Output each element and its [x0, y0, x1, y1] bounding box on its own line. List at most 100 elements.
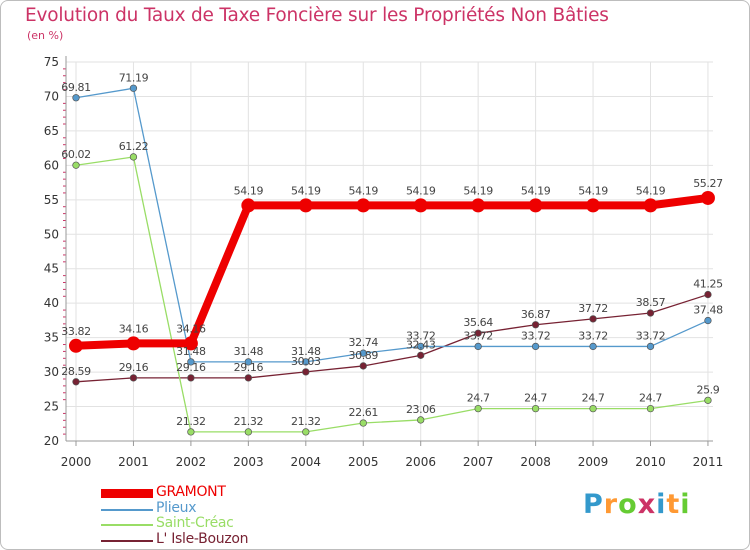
data-label-l-isle-bouzon: 38.57: [636, 296, 666, 309]
data-label-plieux: 33.72: [406, 329, 436, 342]
y-tick-label: 60: [44, 158, 59, 172]
series-line-plieux: [75, 87, 709, 363]
series-line-gramont: [72, 193, 712, 350]
data-label-gramont: 33.82: [61, 325, 91, 338]
logo-letter: o: [618, 489, 638, 520]
data-label-gramont: 54.19: [291, 184, 321, 197]
data-label-saint-cr-ac: 21.32: [176, 415, 206, 428]
x-tick-label: 2010: [635, 455, 666, 469]
data-point-gramont: [241, 198, 256, 213]
legend-swatch: [101, 508, 153, 511]
data-point-gramont: [528, 198, 543, 213]
logo-letter: i: [656, 489, 667, 520]
data-point-plieux: [589, 342, 597, 351]
data-point-saint-cr-ac: [359, 419, 367, 427]
legend-swatch: [101, 489, 153, 498]
data-point-saint-cr-ac: [474, 404, 482, 413]
series-line-l-isle-bouzon: [75, 293, 709, 383]
legend-label: L' Isle-Bouzon: [156, 530, 249, 547]
data-label-saint-cr-ac: 21.32: [291, 415, 321, 428]
y-tick-label: 65: [44, 124, 59, 138]
data-label-l-isle-bouzon: 35.64: [463, 316, 493, 329]
legend-swatch: [101, 524, 153, 526]
x-tick-label: 2005: [348, 455, 379, 469]
data-point-gramont: [643, 198, 658, 213]
data-label-plieux: 33.72: [463, 329, 493, 342]
data-label-l-isle-bouzon: 36.87: [521, 308, 551, 321]
data-point-saint-cr-ac: [646, 404, 655, 413]
data-point-l-isle-bouzon: [646, 309, 655, 317]
legend-label: Saint-Créac: [156, 515, 234, 531]
data-label-gramont: 54.19: [234, 184, 264, 197]
data-label-saint-cr-ac: 24.7: [467, 392, 490, 405]
data-label-saint-cr-ac: 25.9: [696, 383, 719, 396]
x-tick-label: 2000: [61, 455, 92, 469]
data-point-l-isle-bouzon: [589, 315, 597, 323]
chart-title: Evolution du Taux de Taxe Foncière sur l…: [25, 5, 609, 26]
logo-letter: r: [603, 489, 619, 520]
data-label-plieux: 37.48: [693, 304, 723, 317]
data-label-l-isle-bouzon: 37.72: [578, 302, 608, 315]
data-point-plieux: [129, 84, 138, 92]
y-tick-label: 55: [44, 193, 59, 207]
data-label-gramont: 55.27: [693, 177, 723, 190]
data-label-l-isle-bouzon: 29.16: [176, 361, 206, 374]
data-label-saint-cr-ac: 61.22: [119, 140, 149, 153]
proxiti-logo: Proxiti: [583, 489, 691, 520]
data-point-gramont: [471, 198, 486, 213]
data-label-saint-cr-ac: 24.7: [524, 392, 547, 405]
data-label-saint-cr-ac: 21.32: [234, 415, 264, 428]
data-point-plieux: [417, 342, 425, 351]
data-point-saint-cr-ac: [589, 404, 597, 413]
y-unit-label: (en %): [27, 29, 64, 42]
data-label-l-isle-bouzon: 29.16: [234, 361, 264, 374]
data-label-plieux: 31.48: [291, 345, 321, 358]
data-point-plieux: [302, 358, 310, 366]
y-tick-label: 40: [44, 296, 59, 310]
data-point-gramont: [183, 336, 198, 351]
data-label-plieux: 32.74: [349, 336, 379, 349]
logo-letter: P: [583, 489, 604, 520]
x-tick-label: 2002: [176, 455, 207, 469]
data-point-saint-cr-ac: [129, 153, 138, 161]
x-tick-label: 2001: [118, 455, 149, 469]
data-point-gramont: [700, 190, 715, 205]
data-point-plieux: [646, 342, 655, 351]
data-point-plieux: [187, 358, 195, 366]
x-tick-label: 2003: [233, 455, 264, 469]
data-label-plieux: 33.72: [521, 329, 551, 342]
data-label-saint-cr-ac: 22.61: [349, 406, 379, 419]
data-point-gramont: [586, 198, 601, 213]
data-point-l-isle-bouzon: [244, 374, 253, 382]
data-label-gramont: 54.19: [463, 184, 493, 197]
data-point-saint-cr-ac: [704, 396, 712, 404]
legend-label: Plieux: [156, 499, 197, 516]
data-label-plieux: 31.48: [176, 345, 206, 358]
x-tick-label: 2011: [693, 455, 724, 469]
y-tick-label: 70: [44, 89, 59, 103]
data-point-saint-cr-ac: [417, 416, 425, 424]
data-label-plieux: 71.19: [119, 71, 149, 84]
data-point-gramont: [413, 198, 428, 213]
x-tick-label: 2004: [291, 455, 322, 469]
data-label-saint-cr-ac: 24.7: [639, 392, 662, 405]
data-label-plieux: 33.72: [578, 329, 608, 342]
data-point-gramont: [126, 336, 141, 351]
data-point-saint-cr-ac: [244, 428, 253, 436]
x-tick-label: 2009: [578, 455, 609, 469]
data-point-l-isle-bouzon: [359, 362, 367, 370]
data-point-plieux: [244, 358, 253, 366]
data-point-plieux: [72, 94, 80, 102]
y-tick-label: 45: [44, 262, 59, 276]
x-tick-label: 2007: [463, 455, 494, 469]
data-point-gramont: [298, 198, 313, 213]
x-tick-label: 2006: [405, 455, 436, 469]
data-label-gramont: 54.19: [521, 184, 551, 197]
legend-label: GRAMONT: [156, 484, 226, 500]
y-tick-label: 35: [44, 331, 59, 345]
data-point-saint-cr-ac: [531, 404, 540, 413]
data-point-gramont: [69, 338, 83, 353]
data-point-saint-cr-ac: [302, 428, 310, 436]
data-point-plieux: [704, 316, 712, 325]
